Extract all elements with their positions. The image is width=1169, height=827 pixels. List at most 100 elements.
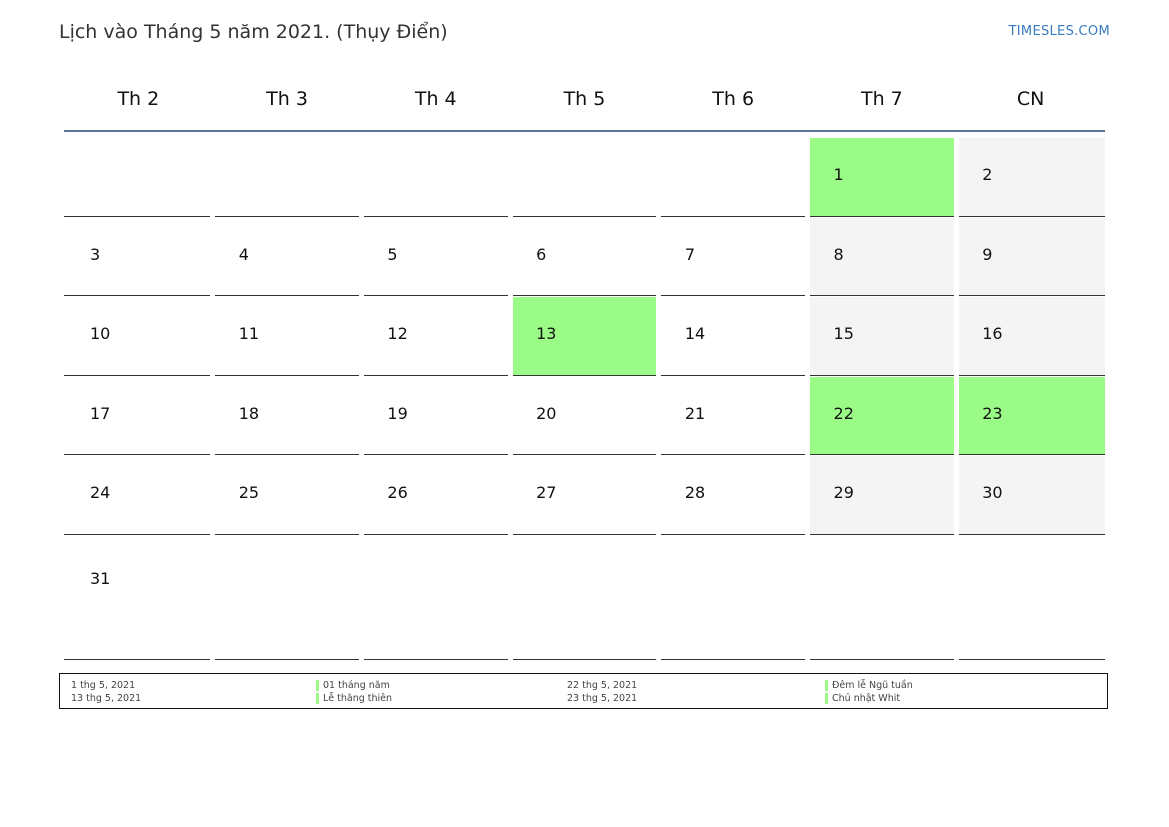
- day-number: 11: [238, 324, 260, 344]
- day-number: 17: [90, 403, 111, 423]
- day-number: 28: [684, 483, 706, 503]
- brand-link[interactable]: TIMESLES.COM: [1008, 24, 1110, 39]
- day-cell[interactable]: 28: [659, 455, 808, 535]
- legend-holiday-name: Lễ thăng thiên: [316, 692, 392, 705]
- day-cell[interactable]: 22: [808, 376, 957, 456]
- day-number: 9: [982, 244, 993, 264]
- day-cell[interactable]: 14: [659, 296, 808, 376]
- day-number: 6: [536, 244, 547, 264]
- day-cell[interactable]: 15: [808, 296, 957, 376]
- day-cell[interactable]: 12: [361, 296, 510, 376]
- day-cell[interactable]: 20: [510, 376, 659, 456]
- week-row: 10 11 12 13 14 15 16: [64, 296, 1105, 376]
- empty-day-cell: [510, 137, 659, 217]
- day-cell[interactable]: 6: [510, 217, 659, 297]
- week-row: 31: [64, 535, 1105, 660]
- day-cell[interactable]: 10: [64, 296, 213, 376]
- day-cell[interactable]: 16: [956, 296, 1105, 376]
- day-number: 16: [982, 324, 1003, 344]
- day-cell[interactable]: 18: [213, 376, 362, 456]
- week-row: 3 4 5 6 7 8 9: [64, 217, 1105, 297]
- day-number: 30: [982, 483, 1003, 503]
- day-cell[interactable]: 5: [361, 217, 510, 297]
- day-cell[interactable]: 23: [956, 376, 1105, 456]
- legend-dates-col-1: 1 thg 5, 2021 13 thg 5, 2021: [71, 679, 141, 705]
- day-number: 5: [387, 244, 398, 264]
- day-cell[interactable]: 9: [956, 217, 1105, 297]
- legend-names-col-2: Đêm lễ Ngũ tuần Chủ nhật Whit: [825, 679, 913, 705]
- empty-day-cell: [64, 137, 213, 217]
- day-cell[interactable]: 1: [808, 137, 957, 217]
- day-number: 10: [90, 324, 111, 344]
- day-number: 29: [833, 483, 854, 503]
- legend-date: 13 thg 5, 2021: [71, 693, 142, 704]
- day-number: 3: [90, 244, 101, 264]
- day-number: 20: [536, 403, 557, 423]
- empty-day-cell: [808, 535, 957, 660]
- day-number: 31: [90, 568, 111, 588]
- legend-date: 22 thg 5, 2021: [567, 680, 638, 691]
- empty-day-cell: [659, 137, 808, 217]
- day-number: 7: [684, 244, 695, 264]
- day-number: 13: [536, 324, 557, 344]
- empty-day-cell: [361, 137, 510, 217]
- day-cell[interactable]: 3: [64, 217, 213, 297]
- day-cell[interactable]: 21: [659, 376, 808, 456]
- day-number: 15: [833, 324, 854, 344]
- legend-dates-col-2: 22 thg 5, 2021 23 thg 5, 2021: [567, 679, 637, 705]
- day-cell[interactable]: 8: [808, 217, 957, 297]
- day-cell[interactable]: 25: [213, 455, 362, 535]
- day-cell[interactable]: 31: [64, 535, 213, 660]
- empty-day-cell: [213, 535, 362, 660]
- day-number: 14: [684, 324, 706, 344]
- week-row: 24 25 26 27 28 29 30: [64, 455, 1105, 535]
- weekday-header: CN: [1016, 88, 1045, 110]
- week-row: 17 18 19 20 21 22 23: [64, 376, 1105, 456]
- day-cell[interactable]: 17: [64, 376, 213, 456]
- day-cell[interactable]: 27: [510, 455, 659, 535]
- legend-date: 23 thg 5, 2021: [567, 693, 638, 704]
- day-number: 24: [90, 483, 111, 503]
- day-number: 26: [387, 483, 408, 503]
- day-number: 23: [982, 403, 1003, 423]
- day-number: 4: [238, 244, 249, 264]
- day-number: 21: [684, 403, 706, 423]
- weekday-header: Th 7: [860, 88, 903, 110]
- day-number: 12: [387, 324, 408, 344]
- day-cell[interactable]: 13: [510, 296, 659, 376]
- day-cell[interactable]: 30: [956, 455, 1105, 535]
- calendar-grid: 1 2 3 4 5 6 7 8 9 10 11 12 13 14 15 16 17 18 19 20 21 22 23 24 2…: [64, 137, 1105, 660]
- day-number: 25: [238, 483, 260, 503]
- day-number: 1: [833, 165, 844, 184]
- weekday-header-row: Th 2 Th 3 Th 4 Th 5 Th 6 Th 7 CN: [64, 72, 1105, 132]
- day-cell[interactable]: 29: [808, 455, 957, 535]
- weekday-header: Th 5: [563, 88, 606, 110]
- legend-holiday-name: Đêm lễ Ngũ tuần: [825, 679, 913, 692]
- day-cell[interactable]: 4: [213, 217, 362, 297]
- weekday-header: Th 3: [266, 88, 308, 110]
- empty-day-cell: [213, 137, 362, 217]
- day-cell[interactable]: 2: [956, 137, 1105, 217]
- day-number: 8: [833, 244, 844, 264]
- day-number: 22: [833, 403, 854, 423]
- day-cell[interactable]: 7: [659, 217, 808, 297]
- legend-date: 1 thg 5, 2021: [71, 680, 136, 691]
- weekday-header: Th 6: [712, 88, 755, 110]
- weekday-header: Th 4: [414, 88, 457, 110]
- holiday-legend: 1 thg 5, 2021 13 thg 5, 2021 01 tháng nă…: [59, 673, 1108, 709]
- weekday-header: Th 2: [117, 88, 160, 110]
- day-number: 19: [387, 403, 408, 423]
- day-number: 27: [536, 483, 557, 503]
- legend-names-col-1: 01 tháng năm Lễ thăng thiên: [316, 679, 392, 705]
- day-cell[interactable]: 19: [361, 376, 510, 456]
- empty-day-cell: [956, 535, 1105, 660]
- empty-day-cell: [361, 535, 510, 660]
- empty-day-cell: [659, 535, 808, 660]
- day-cell[interactable]: 26: [361, 455, 510, 535]
- legend-holiday-name: 01 tháng năm: [316, 679, 392, 692]
- legend-holiday-name: Chủ nhật Whit: [825, 692, 913, 705]
- day-cell[interactable]: 11: [213, 296, 362, 376]
- day-cell[interactable]: 24: [64, 455, 213, 535]
